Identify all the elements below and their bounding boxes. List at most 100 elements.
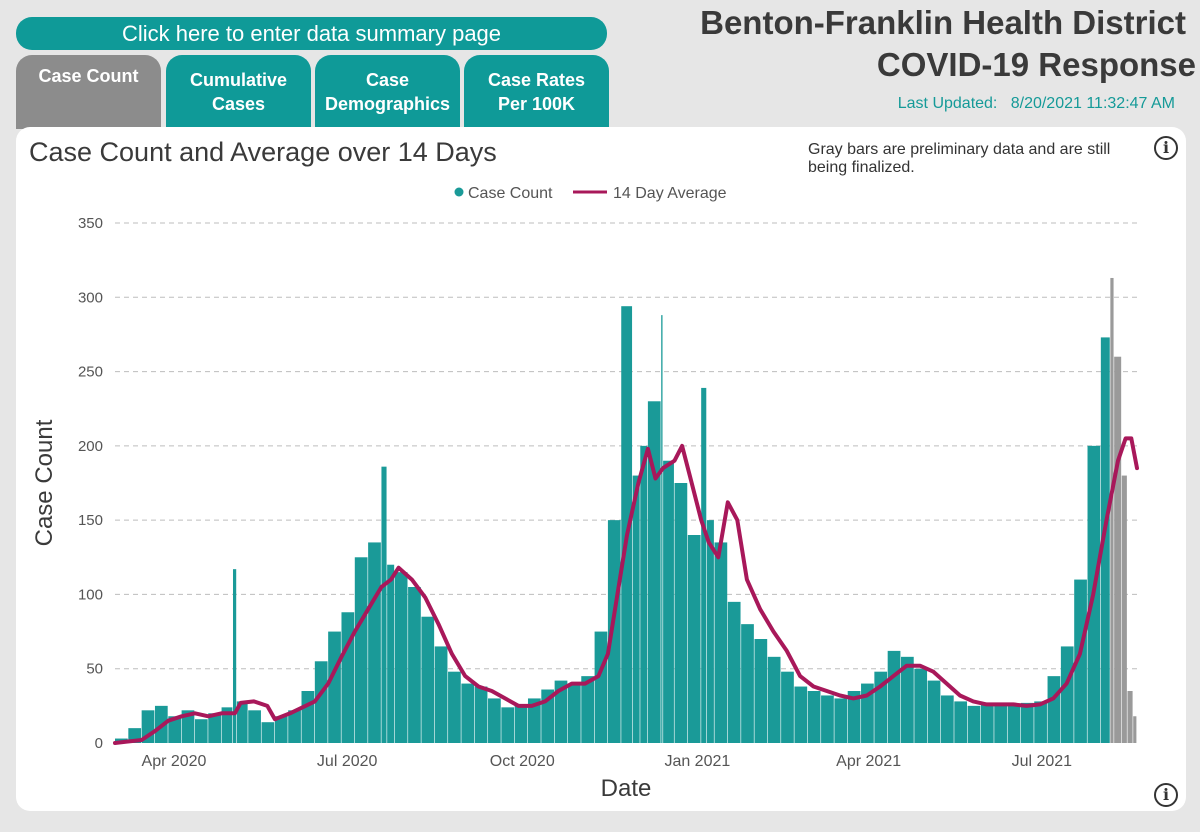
- legend-label-average: 14 Day Average: [613, 185, 727, 202]
- case-count-bar: [661, 315, 663, 743]
- case-count-bar: [501, 707, 515, 743]
- case-count-bar: [901, 656, 914, 743]
- case-count-bar: [706, 520, 714, 743]
- case-count-bar: [687, 535, 701, 743]
- case-count-bar: [927, 680, 941, 743]
- tab-case-demographics[interactable]: Case Demographics: [315, 55, 460, 129]
- case-count-bar: [954, 701, 968, 743]
- preliminary-data-note: Gray bars are preliminary data and are s…: [808, 141, 1111, 176]
- case-count-bar: [514, 704, 528, 743]
- case-count-bar: [1114, 356, 1122, 743]
- case-count-bar: [434, 646, 448, 743]
- case-count-bar: [288, 710, 301, 743]
- info-icon-bottom[interactable]: i: [1154, 783, 1178, 807]
- data-summary-button[interactable]: Click here to enter data summary page: [16, 17, 607, 50]
- case-count-bar: [647, 401, 661, 743]
- case-count-bar: [448, 671, 461, 743]
- case-count-bar: [274, 716, 288, 743]
- case-count-bar: [1110, 277, 1114, 743]
- case-count-bar: [554, 680, 568, 743]
- y-tick-label: 50: [86, 661, 103, 678]
- case-count-bar: [594, 631, 608, 743]
- case-count-bar: [341, 612, 355, 743]
- tab-case-rates-per-100k[interactable]: Case Rates Per 100K: [464, 55, 609, 129]
- page-title-line2: COVID-19 Response: [876, 46, 1196, 83]
- average-line: [113, 436, 1139, 745]
- case-count-bar: [834, 698, 848, 743]
- last-updated-label: Last Updated:: [897, 95, 998, 112]
- case-count-bar: [1060, 646, 1074, 743]
- case-count-bar: [261, 722, 275, 743]
- case-count-bar: [1127, 691, 1133, 743]
- case-count-bar: [328, 631, 341, 743]
- chart-title: Case Count and Average over 14 Days: [29, 137, 497, 167]
- case-count-bar: [781, 671, 794, 743]
- page-title-line1: Benton-Franklin Health District: [700, 4, 1186, 41]
- case-count-bar: [994, 705, 1007, 743]
- y-tick-label: 250: [78, 364, 103, 381]
- case-count-bar: [714, 542, 728, 743]
- x-tick-label: Jul 2020: [317, 753, 378, 770]
- x-tick-label: Oct 2020: [490, 753, 555, 770]
- case-count-bar: [1074, 579, 1087, 743]
- case-count-bar: [1007, 704, 1021, 743]
- case-count-bar: [474, 686, 488, 743]
- case-count-bar: [663, 460, 674, 743]
- case-count-bar: [887, 650, 901, 743]
- case-count-bar: [741, 624, 754, 743]
- case-count-bar: [754, 639, 768, 743]
- case-count-bar: [368, 542, 381, 743]
- case-count-bar: [607, 520, 621, 743]
- case-count-bar: [640, 445, 648, 743]
- case-count-bar: [621, 306, 633, 743]
- x-axis-label: Date: [601, 775, 652, 802]
- case-count-bar: [194, 719, 208, 743]
- case-count-bar: [394, 572, 408, 743]
- y-tick-label: 0: [95, 735, 103, 752]
- x-tick-label: Apr 2020: [142, 753, 207, 770]
- case-count-bar: [1133, 716, 1137, 743]
- case-count-bar: [1034, 701, 1047, 743]
- tab-cumulative-cases[interactable]: Cumulative Cases: [166, 55, 311, 129]
- tab-case-count[interactable]: Case Count: [16, 55, 161, 129]
- case-count-bar: [674, 483, 688, 743]
- case-count-bar: [314, 661, 328, 743]
- case-count-bar: [301, 691, 315, 743]
- case-count-bar: [767, 656, 781, 743]
- y-tick-label: 100: [78, 586, 103, 603]
- case-count-bar: [794, 686, 808, 743]
- case-count-bar: [387, 564, 395, 743]
- legend-label-case-count: Case Count: [468, 185, 553, 202]
- case-count-bar: [980, 704, 994, 743]
- y-tick-label: 300: [78, 289, 103, 306]
- case-count-bar: [1020, 702, 1034, 743]
- case-count-bar: [727, 601, 741, 743]
- last-updated: Last Updated: 8/20/2021 11:32:47 AM: [898, 95, 1175, 113]
- case-count-bar: [1100, 337, 1110, 743]
- info-icon[interactable]: i: [1154, 136, 1178, 160]
- case-count-bar: [914, 668, 928, 743]
- case-count-bar: [488, 698, 501, 743]
- case-count-bar: [701, 387, 707, 743]
- case-count-bar: [527, 698, 541, 743]
- case-count-bar: [967, 705, 981, 743]
- case-count-bar: [408, 587, 421, 743]
- legend-marker-case-count: [454, 187, 464, 197]
- case-count-bar: [940, 695, 954, 743]
- case-count-bar: [421, 616, 435, 743]
- case-count-bar: [847, 691, 861, 743]
- case-count-bar: [632, 475, 640, 743]
- case-count-bar: [581, 676, 594, 743]
- y-axis-label: Case Count: [31, 419, 58, 546]
- case-count-bar: [1121, 475, 1127, 743]
- y-tick-label: 150: [78, 512, 103, 529]
- case-count-bar: [168, 716, 182, 743]
- case-count-bar: [567, 683, 581, 743]
- last-updated-value: 8/20/2021 11:32:47 AM: [1010, 95, 1175, 112]
- case-count-bar: [248, 710, 261, 743]
- y-tick-label: 350: [78, 215, 103, 232]
- case-count-bar: [861, 683, 874, 743]
- case-count-bar: [232, 569, 237, 743]
- x-tick-label: Apr 2021: [836, 753, 901, 770]
